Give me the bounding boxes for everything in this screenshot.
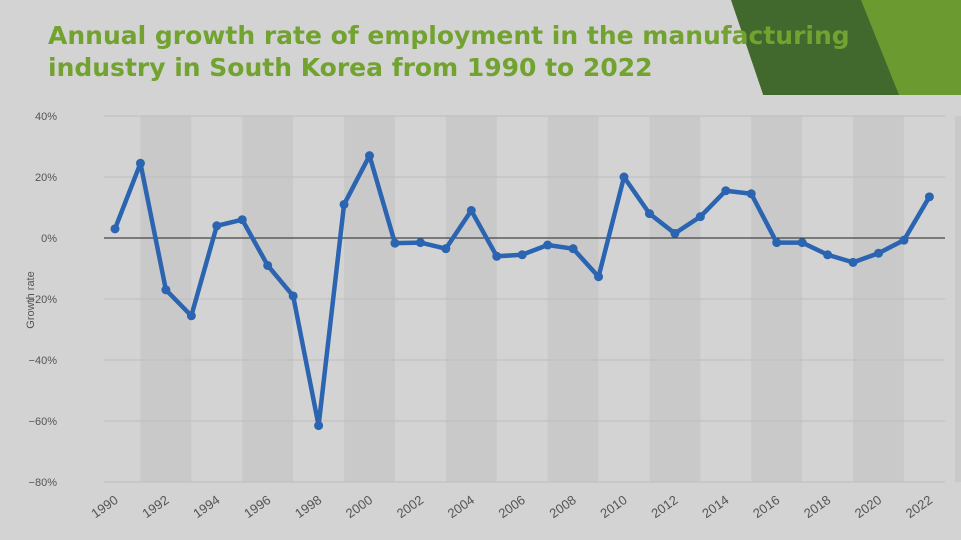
x-tick-label: 2016	[750, 492, 782, 521]
data-point	[288, 291, 298, 301]
data-point	[848, 257, 858, 267]
x-tick-label: 2022	[903, 492, 935, 521]
chart-gridlines	[104, 115, 945, 483]
x-tick-label: 1990	[88, 492, 120, 521]
x-tick-label: 2004	[445, 492, 477, 521]
data-point	[339, 199, 349, 209]
x-tick-label: 2006	[496, 492, 528, 521]
data-point	[670, 228, 680, 238]
x-tick-label: 2014	[699, 492, 731, 521]
data-point	[644, 209, 654, 219]
series-line	[112, 153, 932, 428]
y-tick-label: −80%	[29, 477, 58, 489]
data-point	[212, 221, 222, 231]
data-point	[746, 189, 756, 199]
y-tick-label: −40%	[29, 355, 58, 367]
chart-band	[954, 116, 961, 482]
x-tick-label: 1996	[241, 492, 273, 521]
data-point	[797, 238, 807, 248]
x-tick-label: 2018	[801, 492, 833, 521]
y-axis-ticks: 40% 20% 0% −20% −40% −60% −80%	[29, 111, 58, 489]
data-point	[695, 212, 705, 222]
data-point	[619, 172, 629, 182]
data-point	[874, 248, 883, 258]
x-tick-label: 2012	[648, 492, 680, 521]
data-point	[721, 186, 731, 196]
y-tick-label: −60%	[29, 416, 58, 428]
data-points	[110, 151, 934, 431]
data-point	[161, 285, 171, 295]
page-title: Annual growth rate of employment in the …	[48, 21, 850, 82]
data-point	[135, 158, 145, 168]
y-tick-label: 20%	[35, 172, 57, 184]
x-tick-label: 1998	[292, 492, 324, 521]
data-point	[772, 238, 782, 248]
x-tick-label: 1994	[190, 492, 222, 521]
data-point	[314, 421, 324, 431]
data-point	[594, 272, 604, 282]
x-tick-label: 2002	[394, 492, 426, 521]
y-tick-label: 0%	[41, 233, 57, 245]
data-point	[186, 311, 196, 321]
x-tick-label: 2010	[597, 492, 629, 521]
data-point	[263, 260, 273, 270]
data-point	[110, 224, 120, 234]
data-point	[415, 238, 425, 248]
x-tick-label: 1992	[139, 492, 171, 521]
data-point	[492, 251, 502, 261]
data-point	[543, 240, 553, 250]
x-tick-label: 2020	[852, 492, 884, 521]
x-tick-label: 2008	[547, 492, 579, 521]
y-tick-label: −20%	[29, 294, 58, 306]
data-point	[237, 215, 247, 225]
data-point	[568, 244, 578, 254]
y-axis-title: Growth rate	[25, 271, 37, 328]
x-tick-label: 2000	[343, 492, 375, 521]
data-point	[390, 238, 400, 248]
data-point	[517, 250, 527, 260]
data-point	[441, 244, 451, 254]
data-point	[466, 206, 476, 216]
data-point	[365, 151, 374, 161]
data-point	[924, 192, 934, 202]
x-axis-ticks: 1990 1992 1994 1996 1998 2000 2002 2004 2006 2008…	[88, 492, 935, 521]
data-point	[899, 235, 909, 245]
data-point	[823, 250, 833, 260]
y-tick-label: 40%	[35, 111, 57, 123]
